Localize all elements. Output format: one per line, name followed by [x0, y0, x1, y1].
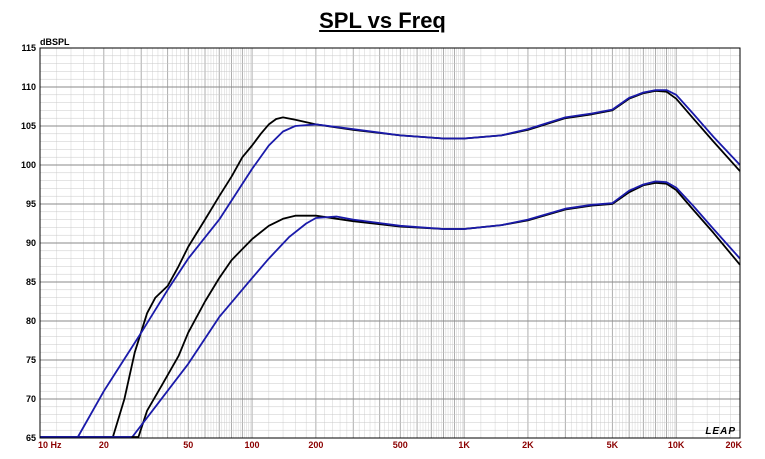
x-axis-ticks: 10 Hz 20 50 100 200 500 1K 2K 5K 10K 20K: [38, 440, 742, 450]
y-tick-label: 95: [26, 199, 36, 209]
y-tick-label: 115: [21, 43, 36, 53]
plot-frame: [39, 47, 741, 439]
x-tick-label: 20K: [725, 440, 742, 450]
y-tick-label: 70: [26, 394, 36, 404]
x-tick-label: 50: [183, 440, 193, 450]
x-tick-label: 10 Hz: [38, 440, 62, 450]
series-line-4: [130, 180, 741, 439]
y-tick-label: 80: [26, 316, 36, 326]
x-tick-label: 20: [99, 440, 109, 450]
y-tick-label: 105: [21, 121, 36, 131]
series-line-2: [76, 89, 741, 439]
grid: [39, 47, 741, 439]
y-tick-label: 65: [26, 433, 36, 443]
y-tick-label: 90: [26, 238, 36, 248]
x-tick-label: 10K: [668, 440, 685, 450]
x-tick-label: 2K: [522, 440, 534, 450]
x-tick-label: 200: [308, 440, 323, 450]
x-tick-label: 1K: [458, 440, 470, 450]
series-layer: [40, 89, 741, 439]
y-axis-ticks: 65 70 75 80 85 90 95 100 105 110 115: [21, 43, 36, 443]
y-tick-label: 75: [26, 355, 36, 365]
leap-logo: LEAP: [705, 426, 736, 437]
y-tick-label: 85: [26, 277, 36, 287]
y-tick-label: 100: [21, 160, 36, 170]
y-axis-label: dBSPL: [40, 37, 70, 47]
x-tick-label: 100: [245, 440, 260, 450]
x-tick-label: 5K: [607, 440, 619, 450]
chart-title: SPL vs Freq: [319, 8, 446, 33]
x-tick-label: 500: [393, 440, 408, 450]
y-tick-label: 110: [21, 82, 36, 92]
